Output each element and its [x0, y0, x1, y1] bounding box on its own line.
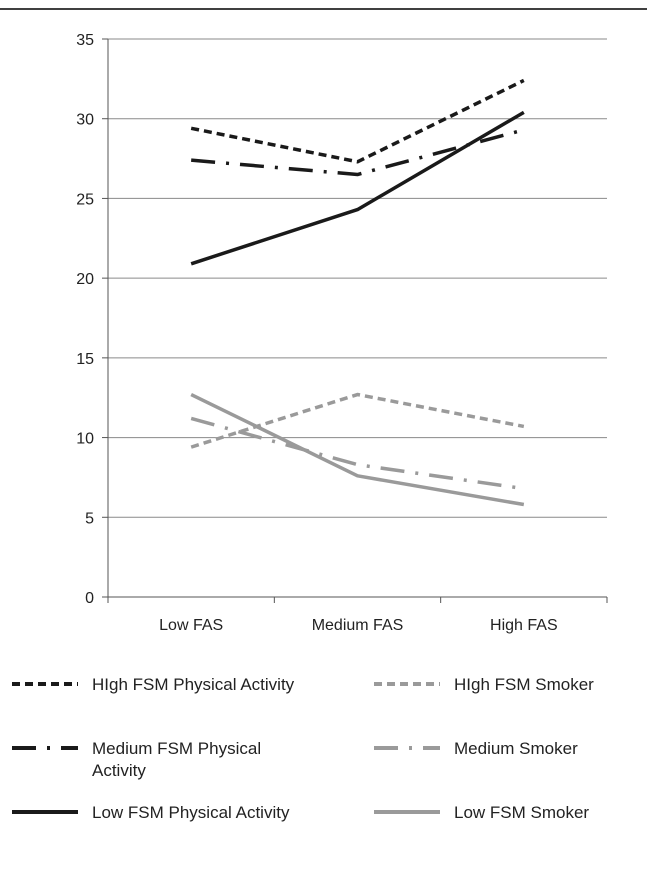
legend-swatch [374, 810, 440, 814]
y-tick-label: 5 [85, 510, 94, 527]
x-tick-label: Low FAS [159, 617, 223, 634]
y-tick-label: 35 [76, 32, 94, 49]
y-tick-label: 30 [76, 112, 94, 129]
legend-item: HIgh FSM Smoker [374, 675, 647, 696]
legend-label: Medium FSM Physical Activity [92, 739, 262, 780]
legend: HIgh FSM Physical Activity Medium FSM Phy… [0, 670, 647, 870]
series-line [190, 392, 525, 507]
legend-label: HIgh FSM Physical Activity [92, 675, 295, 694]
y-tick-label: 20 [76, 271, 94, 288]
legend-label: Medium Smoker [454, 739, 578, 758]
series-line [191, 128, 525, 177]
legend-label: HIgh FSM Smoker [454, 675, 594, 694]
series-line [190, 392, 525, 449]
y-tick-label: 10 [76, 431, 94, 448]
legend-swatch [12, 682, 78, 686]
legend-swatch [12, 810, 78, 814]
series-line [190, 110, 525, 266]
y-tick-label: 15 [76, 351, 94, 368]
legend-item: Low FSM Physical Activity [12, 803, 302, 824]
legend-label: Low FSM Physical Activity [92, 803, 290, 822]
y-tick-label: 25 [76, 191, 94, 208]
y-tick-labels: 0 5 10 15 20 25 30 35 [76, 32, 94, 607]
legend-item: Medium Smoker [374, 739, 647, 760]
x-tick-label: Medium FAS [312, 617, 404, 634]
legend-item: Low FSM Smoker [374, 803, 647, 824]
y-tick-label: 0 [85, 590, 94, 607]
legend-label: Low FSM Smoker [454, 803, 590, 822]
series-lines [190, 78, 525, 507]
series-line [190, 416, 525, 491]
legend-swatch [12, 746, 78, 750]
gridlines [102, 38, 607, 598]
series-line [190, 78, 525, 164]
x-tick-labels: Low FAS Medium FAS High FAS [159, 617, 557, 634]
axes [107, 39, 608, 603]
legend-swatch [374, 746, 440, 750]
legend-item: Medium FSM Physical Activity [12, 739, 302, 782]
line-chart: 0 5 10 15 20 25 30 35 Low FAS Medium FAS High FAS [0, 8, 647, 634]
legend-swatch [374, 682, 440, 686]
x-tick-label: High FAS [490, 617, 558, 634]
legend-item: HIgh FSM Physical Activity [12, 675, 302, 696]
